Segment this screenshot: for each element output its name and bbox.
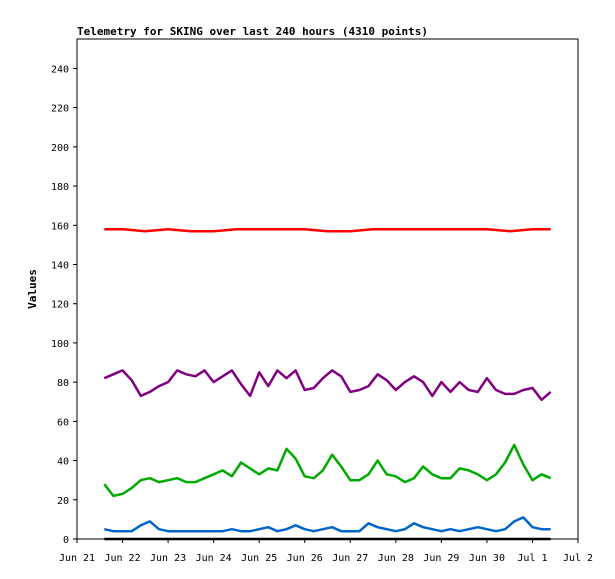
x-tick-label: Jun 22 xyxy=(104,553,140,564)
y-tick-label: 140 xyxy=(51,260,69,271)
y-tick-label: 120 xyxy=(51,300,69,311)
x-tick-label: Jun 25 xyxy=(241,553,277,564)
x-tick-label: Jun 30 xyxy=(469,553,505,564)
x-tick-label: Jun 27 xyxy=(332,553,368,564)
y-tick-label: 60 xyxy=(57,417,69,428)
series-line-1 xyxy=(103,369,552,402)
y-tick-label: 20 xyxy=(57,496,69,507)
y-axis-label: Values xyxy=(26,269,39,309)
x-axis: Jun 21 Jun 22 Jun 23 Jun 24 Jun 25 Jun 26 Jun … xyxy=(59,539,593,564)
y-tick-label: 160 xyxy=(51,221,69,232)
series-line-0 xyxy=(104,227,551,233)
y-tick-label: 40 xyxy=(57,457,69,468)
y-tick-label: 240 xyxy=(51,64,69,75)
x-tick-label: Jun 28 xyxy=(378,553,414,564)
y-tick-label: 100 xyxy=(51,339,69,350)
y-tick-label: 80 xyxy=(57,378,69,389)
y-tick-label: 200 xyxy=(51,143,69,154)
plot-frame xyxy=(76,38,579,540)
x-tick-label: Jun 26 xyxy=(287,553,323,564)
y-tick-label: 220 xyxy=(51,104,69,115)
x-tick-label: Jun 21 xyxy=(59,553,95,564)
x-tick-label: Jun 23 xyxy=(150,553,186,564)
x-tick-label: Jun 29 xyxy=(423,553,459,564)
series-line-3 xyxy=(104,516,551,533)
series-line-2 xyxy=(103,443,552,498)
series-layer xyxy=(103,227,552,541)
x-tick-label: Jul 1 xyxy=(517,553,547,564)
x-tick-label: Jun 24 xyxy=(196,553,232,564)
x-tick-label: Jul 2 xyxy=(563,553,593,564)
y-axis: 0 20 40 60 80 100 120 140 160 180 200 220 240 xyxy=(51,64,77,546)
chart-title: Telemetry for SKING over last 240 hours … xyxy=(77,25,428,38)
y-tick-label: 180 xyxy=(51,182,69,193)
y-tick-label: 0 xyxy=(63,535,69,546)
